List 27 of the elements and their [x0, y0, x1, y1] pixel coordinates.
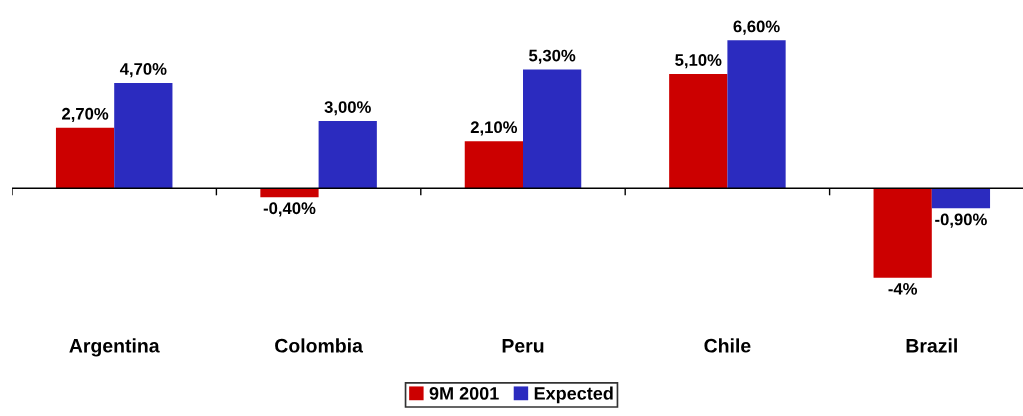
data-label: 3,00% [324, 101, 371, 116]
x-tick-label: Brazil [906, 338, 957, 353]
data-label: 5,10% [675, 54, 722, 69]
bar [523, 69, 582, 189]
bar [727, 40, 786, 189]
data-label: 2,70% [62, 107, 109, 123]
data-label: -4% [888, 283, 918, 295]
bar [931, 188, 991, 209]
data-label: 5,30% [529, 49, 576, 64]
x-tick-label: Colombia [275, 338, 364, 353]
data-label: -0,40% [263, 202, 316, 217]
bar [464, 141, 523, 189]
data-label: 4,70% [119, 63, 167, 78]
bar [114, 82, 173, 189]
x-tick-label: Peru [502, 339, 544, 353]
bar [260, 188, 319, 198]
bar [318, 120, 377, 189]
bar [873, 188, 932, 278]
data-label: 2,10% [470, 121, 518, 136]
bar [55, 127, 115, 189]
x-tick-label: Argentina [69, 338, 160, 357]
legend-label: 9M 2001 [429, 387, 499, 400]
x-tick-label: Chile [704, 338, 751, 353]
data-label: 6,60% [733, 20, 780, 35]
legend-label: Expected [534, 386, 613, 404]
bar [669, 73, 728, 189]
data-label: -0,90% [935, 213, 987, 228]
